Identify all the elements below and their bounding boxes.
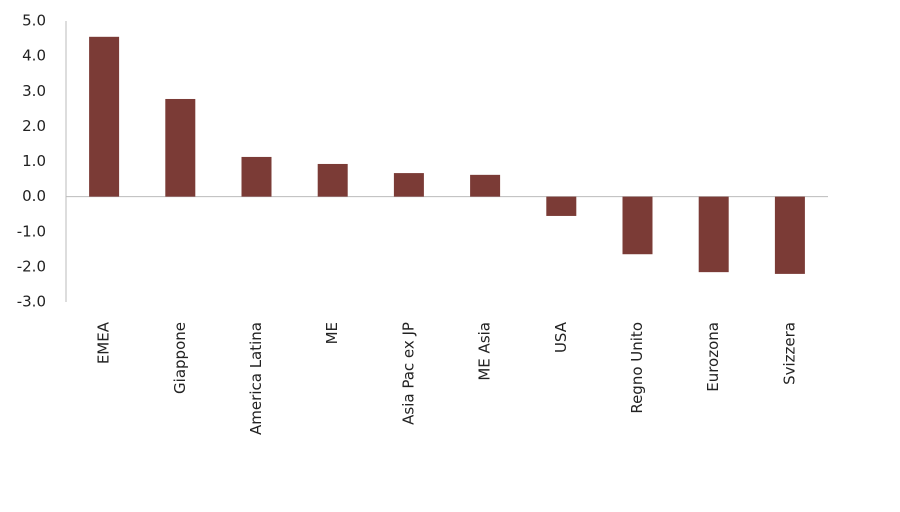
x-tick-label: ME Asia	[476, 322, 494, 381]
y-tick-label: 1.0	[22, 152, 46, 170]
bar	[622, 196, 653, 255]
bar	[698, 196, 729, 273]
y-tick-label: 2.0	[22, 117, 46, 135]
x-tick-label: USA	[552, 321, 570, 353]
x-tick-label: EMEA	[95, 321, 113, 364]
bar	[165, 98, 196, 197]
y-tick-label: -2.0	[17, 257, 46, 275]
y-tick-label: -1.0	[17, 222, 46, 240]
y-tick-label: 0.0	[22, 187, 46, 205]
x-tick-label: Asia Pac ex JP	[399, 322, 417, 425]
bar	[393, 173, 424, 197]
bar	[470, 174, 501, 197]
x-tick-label: ME	[323, 322, 341, 344]
x-tick-label: Svizzera	[780, 322, 798, 385]
x-tick-label: Giappone	[171, 322, 189, 394]
x-tick-label: America Latina	[247, 322, 265, 435]
y-tick-label: 4.0	[22, 47, 46, 65]
bar	[89, 36, 120, 197]
bar	[546, 196, 577, 216]
x-tick-label: Eurozona	[704, 322, 722, 392]
bar	[241, 156, 272, 197]
x-tick-label: Regno Unito	[628, 322, 646, 414]
bar	[317, 163, 348, 197]
y-tick-label: 5.0	[22, 12, 46, 30]
y-tick-label: -3.0	[17, 293, 46, 311]
bar	[774, 196, 805, 274]
y-tick-label: 3.0	[22, 82, 46, 100]
